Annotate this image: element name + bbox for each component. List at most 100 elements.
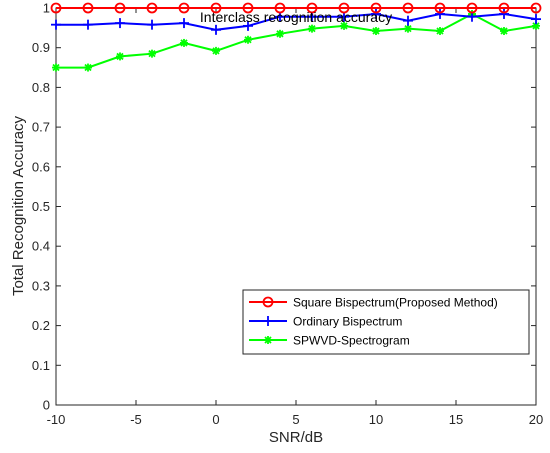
data-point-circle [530,2,542,14]
data-point-plus [307,11,317,22]
data-point-circle [402,2,414,14]
y-tick-label: 0.3 [32,278,50,293]
x-tick-label: 20 [529,412,543,427]
data-point-plus [263,316,273,326]
x-tick-label: 15 [449,412,463,427]
legend-entry: Square Bispectrum(Proposed Method) [249,296,498,310]
data-point-plus [83,19,93,30]
data-point-asterisk [148,49,156,58]
ast-d2 [340,22,348,30]
y-tick-label: 0 [43,398,50,413]
data-point-asterisk [404,24,412,33]
data-point-circle [210,2,222,14]
data-point-plus [179,18,189,29]
data-point-plus [211,24,221,35]
legend-label: Ordinary Bispectrum [293,315,402,329]
legend-label: Square Bispectrum(Proposed Method) [293,296,498,310]
data-point-circle [370,2,382,14]
data-point-asterisk [308,24,316,33]
data-point-plus [275,11,285,22]
data-point-plus [435,8,445,19]
data-point-plus [531,14,541,25]
data-point-circle [262,296,274,308]
legend-label: SPWVD-Spectrogram [293,334,410,348]
ast-d2 [116,52,124,61]
ast-d2 [372,27,380,35]
data-point-plus [403,15,413,26]
data-point-asterisk [500,27,508,36]
series-layer [50,2,542,72]
data-point-circle [338,2,350,14]
x-tick-label: 10 [369,412,383,427]
ast-d2 [212,47,220,55]
chart-title: Interclass recognition accuracy [200,9,392,25]
y-tick-label: 0.2 [32,318,50,333]
data-point-plus [499,8,509,19]
ast-d2 [148,50,156,58]
y-tick-label: 0.5 [32,199,50,214]
x-axis: -10 -5 0 5 10 15 20 [47,8,543,427]
data-point-circle [434,2,446,14]
ast-d2 [436,27,444,35]
data-point-asterisk [84,63,92,72]
data-point-asterisk [52,63,60,72]
data-point-plus [371,8,381,19]
ast-d2 [276,30,284,38]
data-point-asterisk [180,38,188,47]
ast-d2 [52,63,60,72]
data-point-circle [50,2,62,14]
data-point-asterisk [276,29,284,38]
y-tick-label: 0.7 [32,120,50,135]
y-axis: 0 0.1 0.2 0.3 0.4 0.5 0.6 0.7 0.8 0.9 1 [32,1,536,413]
y-tick-label: 0.9 [32,40,50,55]
data-point-plus [147,19,157,30]
data-point-asterisk [116,52,124,61]
data-point-circle [114,2,126,14]
legend-box [242,289,530,355]
data-point-circle [178,2,190,14]
data-point-asterisk [340,21,348,30]
y-tick-label: 0.4 [32,239,50,254]
x-tick-label: -5 [130,412,142,427]
data-point-asterisk [212,46,220,55]
y-tick-label: 0.1 [32,358,50,373]
data-point-circle [466,2,478,14]
y-tick-label: 1 [43,1,50,16]
data-point-asterisk [264,336,272,344]
ast-d2 [404,25,412,33]
legend-entry: SPWVD-Spectrogram [249,334,410,348]
data-point-plus [339,11,349,22]
y-tick-label: 0.8 [32,80,50,95]
data-point-circle [306,2,318,14]
data-point-asterisk [372,27,380,36]
ast-d2 [180,39,188,47]
data-point-circle [498,2,510,14]
series-line [56,12,537,69]
ast-d2 [84,63,92,72]
x-tick-label: -10 [47,412,66,427]
x-tick-label: 0 [212,412,219,427]
data-point-asterisk [436,27,444,36]
x-axis-title: SNR/dB [269,429,323,446]
data-point-asterisk [244,35,252,44]
series-line [56,12,537,31]
data-point-plus [467,11,477,22]
data-point-plus [243,20,253,31]
series-group [51,8,541,35]
data-point-circle [274,2,286,14]
legend: Square Bispectrum(Proposed Method) Ordina… [242,289,530,355]
ast-d2 [244,36,252,44]
series-group [50,2,542,14]
x-tick-label: 5 [292,412,299,427]
legend-entry: Ordinary Bispectrum [249,315,402,329]
ast-d2 [500,27,508,35]
data-point-circle [146,2,158,14]
ast-d2 [532,22,540,30]
ast-d2 [308,25,316,33]
y-axis-title: Total Recognition Accuracy [10,115,27,296]
data-point-circle [242,2,254,14]
data-point-circle [82,2,94,14]
data-point-plus [115,18,125,29]
y-tick-label: 0.6 [32,159,50,174]
